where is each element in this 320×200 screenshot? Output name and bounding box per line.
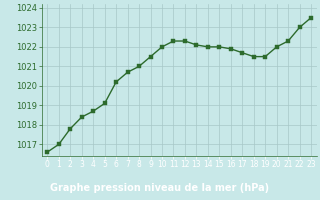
Text: Graphe pression niveau de la mer (hPa): Graphe pression niveau de la mer (hPa) (51, 183, 269, 193)
